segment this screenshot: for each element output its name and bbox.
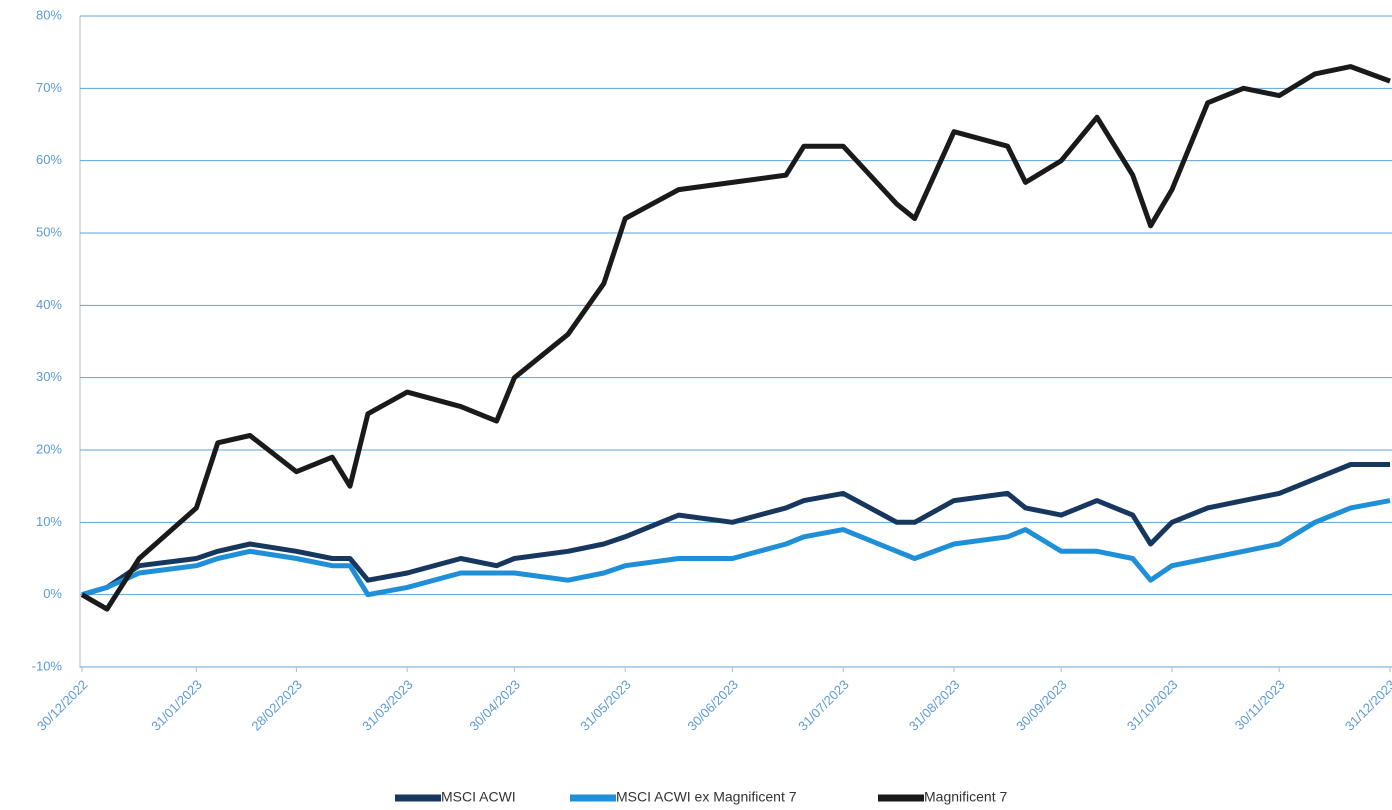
series-line (81, 498, 1391, 598)
x-tick-label: 30/09/2023 (1013, 677, 1070, 734)
legend-label: MSCI ACWI (441, 789, 516, 805)
x-tick-label: 31/08/2023 (906, 677, 963, 734)
legend-label: MSCI ACWI ex Magnificent 7 (616, 789, 797, 805)
y-tick-label: -10% (32, 658, 63, 673)
x-tick-label: 30/11/2023 (1232, 677, 1288, 733)
x-tick-label: 31/03/2023 (359, 677, 416, 734)
x-tick-label: 31/12/2023 (1342, 677, 1392, 734)
x-tick-label: 30/06/2023 (684, 677, 741, 734)
x-tick-label: 31/01/2023 (148, 677, 205, 734)
y-tick-label: 70% (36, 80, 62, 95)
x-tick-label: 30/12/2022 (34, 677, 91, 734)
y-tick-label: 0% (43, 586, 62, 601)
x-tick-label: 28/02/2023 (248, 677, 305, 734)
series-line (80, 64, 1391, 612)
series-line (81, 462, 1390, 598)
y-tick-label: 20% (36, 441, 62, 456)
x-tick-label: 31/07/2023 (795, 677, 852, 734)
y-tick-label: 10% (36, 514, 62, 529)
x-tick-label: 31/05/2023 (577, 677, 634, 734)
y-tick-label: 30% (36, 369, 62, 384)
y-tick-label: 80% (36, 7, 62, 22)
legend-label: Magnificent 7 (924, 789, 1007, 805)
y-tick-label: 50% (36, 224, 62, 239)
x-tick-label: 31/10/2023 (1124, 677, 1181, 734)
y-tick-label: 40% (36, 297, 62, 312)
y-tick-label: 60% (36, 152, 62, 167)
x-tick-label: 30/04/2023 (466, 677, 523, 734)
